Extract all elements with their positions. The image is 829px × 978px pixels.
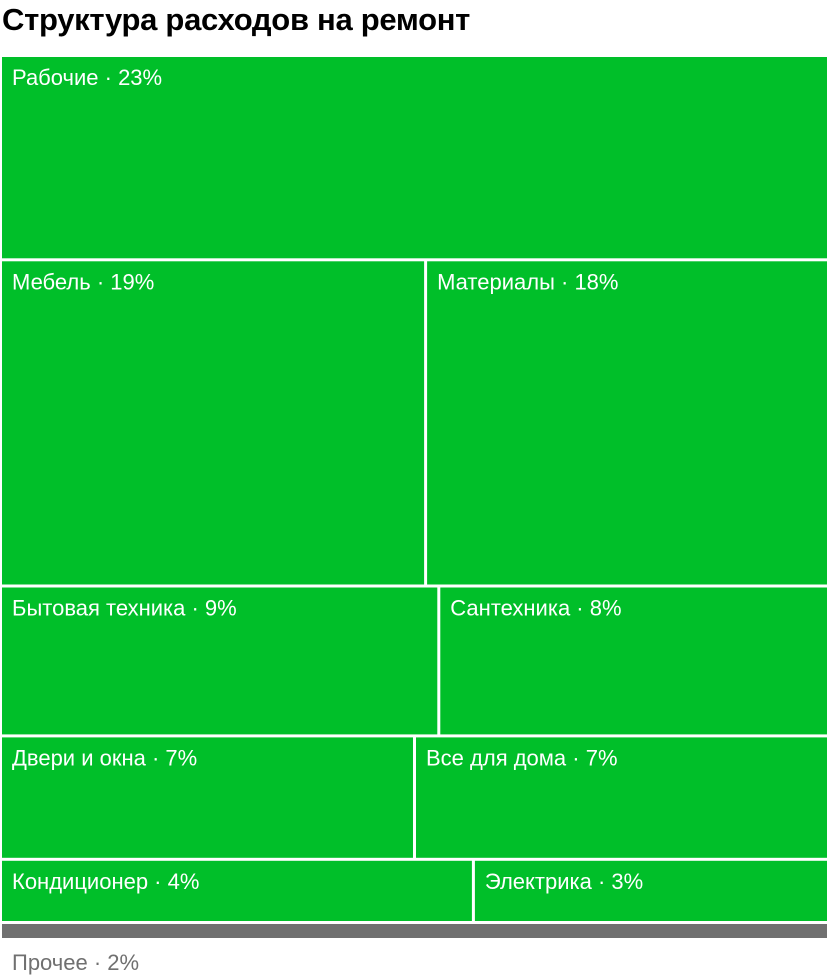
other-label: Прочее · 2% (12, 950, 139, 975)
tile-label-4: Бытовая техника · 9% (12, 596, 237, 621)
tile-label-9: Электрика · 3% (485, 869, 643, 894)
tile-label-2: Мебель · 19% (12, 269, 154, 294)
tile-1 (2, 57, 827, 259)
tile-4 (2, 587, 438, 735)
tile-label-8: Кондиционер · 4% (12, 869, 199, 894)
tile-5 (440, 587, 827, 735)
tile-7 (416, 737, 827, 858)
tile-2 (2, 261, 425, 585)
tile-label-7: Все для дома · 7% (426, 745, 618, 770)
tile-label-1: Рабочие · 23% (12, 65, 162, 90)
tile-3 (427, 261, 827, 585)
tile-6 (2, 737, 413, 858)
tile-label-5: Сантехника · 8% (450, 596, 621, 621)
tile-label-6: Двери и окна · 7% (12, 745, 197, 770)
tile-8 (2, 860, 472, 921)
chart-title: Структура расходов на ремонт (2, 2, 471, 37)
tile-label-3: Материалы · 18% (437, 269, 618, 294)
other-bar (2, 924, 827, 938)
tile-9 (474, 860, 827, 921)
